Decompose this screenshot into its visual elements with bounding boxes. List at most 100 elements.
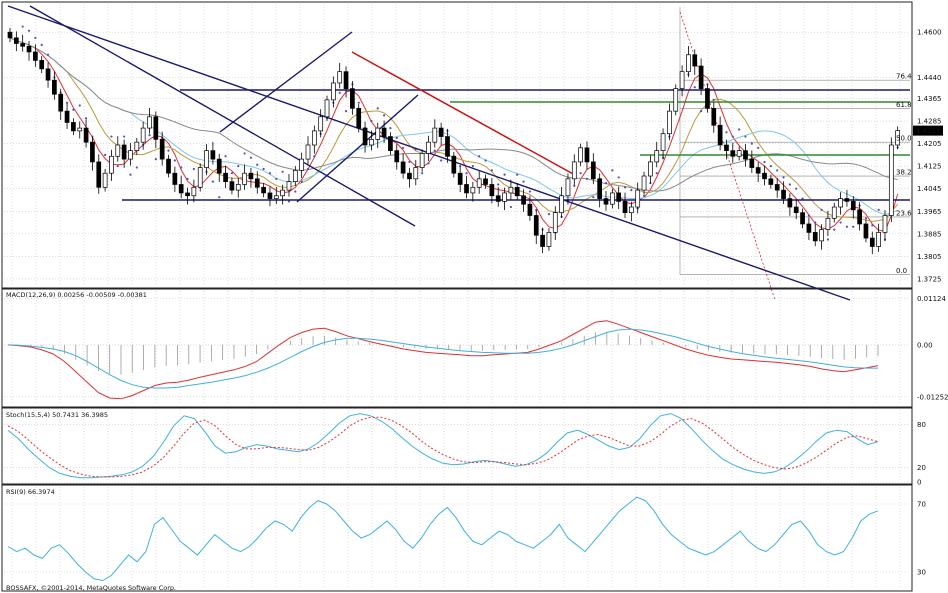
candle-body <box>838 198 843 208</box>
candle-body <box>185 192 190 197</box>
sar-dot <box>573 184 576 187</box>
candle-body <box>476 178 482 188</box>
candle-body <box>673 88 679 112</box>
candle-body <box>717 124 723 146</box>
candle-body <box>52 79 57 95</box>
channel-line-a <box>219 31 353 133</box>
candle-body <box>197 167 203 188</box>
candle-body <box>502 192 507 202</box>
candle-body <box>895 130 901 146</box>
candle-body <box>90 141 95 163</box>
fib-level-label: 23.6 <box>896 209 912 217</box>
sar-dot <box>871 224 874 227</box>
sar-dot <box>497 183 500 186</box>
candle-body <box>578 147 583 163</box>
sar-dot <box>34 36 37 39</box>
sar-dot <box>275 177 278 180</box>
candle-body <box>514 186 520 197</box>
candle-body <box>400 161 406 174</box>
candle-body <box>888 144 894 216</box>
sar-dot <box>167 149 170 152</box>
candle-body <box>698 65 704 89</box>
fib-diagonal <box>679 11 776 301</box>
candle-body <box>540 234 545 247</box>
sar-dot <box>693 86 696 89</box>
indicators <box>7 320 879 582</box>
candle-body <box>521 195 526 205</box>
sar-dot <box>173 159 176 162</box>
candle-body <box>280 189 285 197</box>
sar-dot <box>782 176 785 179</box>
candle-body <box>324 99 330 118</box>
candle-body <box>552 212 558 233</box>
candle-body <box>45 68 51 81</box>
candle-body <box>641 175 647 191</box>
sar-dot <box>40 43 43 46</box>
sar-dot <box>617 176 620 179</box>
candle-body <box>102 172 108 188</box>
candle-body <box>26 45 32 53</box>
candle-body <box>571 161 577 180</box>
sar-dot <box>306 167 310 171</box>
candle-body <box>235 184 241 191</box>
candle-body <box>686 54 691 73</box>
candle-body <box>305 144 311 160</box>
rsi-label: RSI(9) 66.3974 <box>6 488 55 496</box>
indicator-series-line <box>7 413 879 479</box>
price-tick-label: 1.3725 <box>917 275 942 283</box>
sar-dot <box>395 136 398 140</box>
candle-body <box>204 150 209 168</box>
sar-dot <box>230 172 234 175</box>
candle-body <box>629 206 634 214</box>
candle-body <box>749 158 755 168</box>
channel-line-b <box>296 94 419 203</box>
sar-dot <box>72 108 75 111</box>
candle-body <box>869 237 875 247</box>
sar-dot <box>547 212 551 216</box>
candle-body <box>96 161 102 188</box>
sar-dot <box>611 169 614 172</box>
sar-dot <box>478 155 481 158</box>
candle-body <box>369 139 374 146</box>
candle-body <box>350 88 355 109</box>
sar-dot <box>148 134 151 137</box>
candle-body <box>876 232 881 247</box>
sar-dot <box>738 128 741 131</box>
sar-dot <box>104 153 107 156</box>
candle-body <box>831 206 837 219</box>
candle-body <box>58 93 64 112</box>
candle-body <box>20 43 26 47</box>
candle-body <box>483 178 488 185</box>
candle-body <box>210 150 216 160</box>
sar-dot <box>110 135 113 138</box>
candle-body <box>736 150 742 157</box>
candle-body <box>857 209 862 225</box>
sar-dot <box>65 101 69 104</box>
sar-dot <box>655 172 658 175</box>
sar-dot <box>211 180 214 183</box>
sar-dot <box>116 165 119 168</box>
candle-body <box>438 127 444 137</box>
candle-body <box>495 195 501 202</box>
red-trend-line <box>351 51 576 176</box>
candle-body <box>609 192 615 205</box>
candle-body <box>337 71 343 84</box>
sar-dot <box>154 158 157 161</box>
sar-dot <box>471 165 474 168</box>
candle-body <box>705 88 710 109</box>
indicator-series-line <box>7 320 879 400</box>
candle-body <box>679 71 685 89</box>
sar-dot <box>21 25 24 28</box>
candle-body <box>71 122 76 132</box>
price-tick-label: 1.4045 <box>917 185 942 193</box>
candle-body <box>755 167 761 174</box>
candle-body <box>635 189 641 208</box>
candle-body <box>584 147 590 163</box>
candle-body <box>533 215 539 236</box>
candle-body <box>730 150 736 157</box>
candle-body <box>597 178 603 199</box>
sar-dot <box>700 110 703 113</box>
sar-dot <box>757 146 760 149</box>
candle-body <box>622 201 628 214</box>
